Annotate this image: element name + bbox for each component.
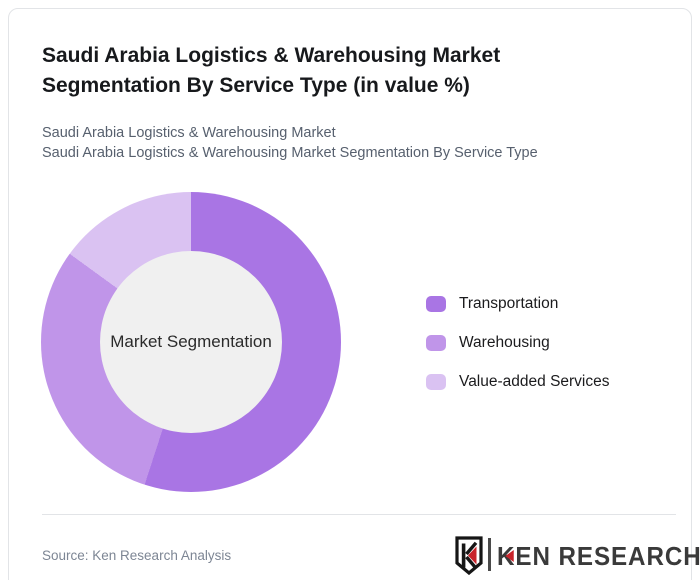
donut-hole: Market Segmentation: [100, 251, 282, 433]
chart-title: Saudi Arabia Logistics & Warehousing Mar…: [42, 44, 501, 97]
source-text: Source: Ken Research Analysis: [42, 548, 232, 563]
legend-item-transportation: Transportation: [426, 295, 610, 312]
legend-swatch-warehousing: [426, 335, 446, 351]
chart-card: Saudi Arabia Logistics & Warehousing Mar…: [8, 8, 700, 580]
ken-research-logo: KEN RESEARCH: [454, 535, 700, 579]
brand-wordmark: KEN RESEARCH: [497, 541, 700, 571]
chart-subtitle-market: Saudi Arabia Logistics & Warehousing Mar…: [42, 125, 336, 141]
chart-legend: Transportation Warehousing Value-added S…: [426, 295, 610, 413]
donut-center-label: Market Segmentation: [110, 332, 272, 351]
footer-divider: [42, 514, 676, 515]
chart-subtitle-segmentation: Saudi Arabia Logistics & Warehousing Mar…: [42, 145, 538, 161]
brand-k-red-triangle-icon: [505, 550, 514, 562]
legend-label: Warehousing: [459, 334, 550, 351]
logo-separator-bar: [488, 538, 491, 571]
legend-swatch-value-added-services: [426, 374, 446, 390]
ken-research-shield-icon: [455, 536, 483, 575]
legend-item-value-added-services: Value-added Services: [426, 373, 610, 390]
legend-label: Transportation: [459, 295, 559, 312]
legend-swatch-transportation: [426, 296, 446, 312]
legend-label: Value-added Services: [459, 373, 610, 390]
brand-wordmark-wrap: KEN RESEARCH: [497, 541, 700, 572]
legend-item-warehousing: Warehousing: [426, 334, 610, 351]
donut-chart: Market Segmentation: [41, 192, 341, 492]
